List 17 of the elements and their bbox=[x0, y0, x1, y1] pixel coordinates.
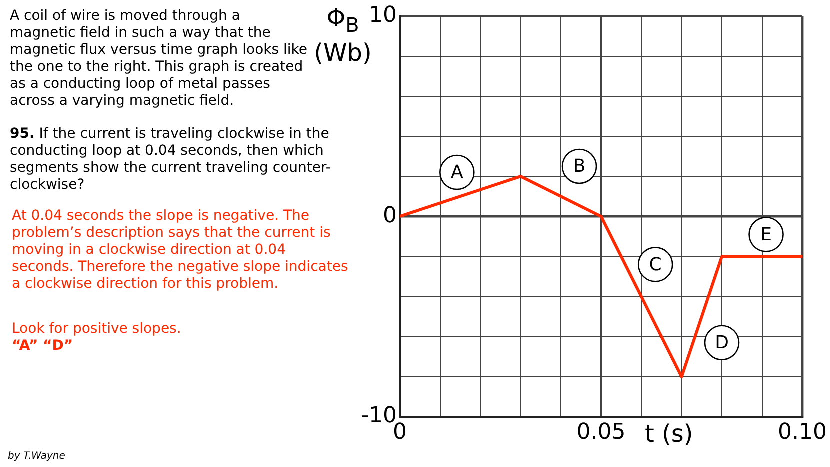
annotation: C bbox=[649, 254, 662, 276]
text: 95. If the current is traveling clockwise in the conducting loop at 0.04 seconds, then which segments show the current traveling counter-clockwise? bbox=[10, 126, 332, 194]
text: At 0.04 seconds the slope is negative. The problem’s description says that the current is moving in a clockwise direction at 0.04 seconds. Therefore the negative slope indicates a clockwise direction for this problem. bbox=[12, 208, 350, 293]
x-tick-label: 0.10 bbox=[778, 420, 827, 445]
x-tick-label: 0.05 bbox=[576, 420, 626, 445]
y-tick-label: 0 bbox=[383, 203, 397, 228]
text: by T.Wayne bbox=[8, 450, 66, 463]
annotation: B bbox=[573, 156, 586, 178]
text: Look for positive slopes. bbox=[12, 321, 182, 338]
annotation: A bbox=[450, 162, 464, 184]
y-tick-label: 10 bbox=[369, 2, 397, 28]
y-axis-title: Φ$_{B}$ (Wb) bbox=[314, 4, 372, 67]
text: A coil of wire is moved through a magnetic field in such a way that the magnetic flux versus time graph looks like the one to the right. This graph is created as a conducting loop of metal passes across a varying magnetic field. bbox=[10, 8, 308, 110]
annotation: E bbox=[760, 224, 772, 246]
text: “A” “D” bbox=[12, 338, 74, 355]
annotation: D bbox=[715, 332, 729, 354]
x-axis-title: t (s) bbox=[645, 420, 694, 448]
